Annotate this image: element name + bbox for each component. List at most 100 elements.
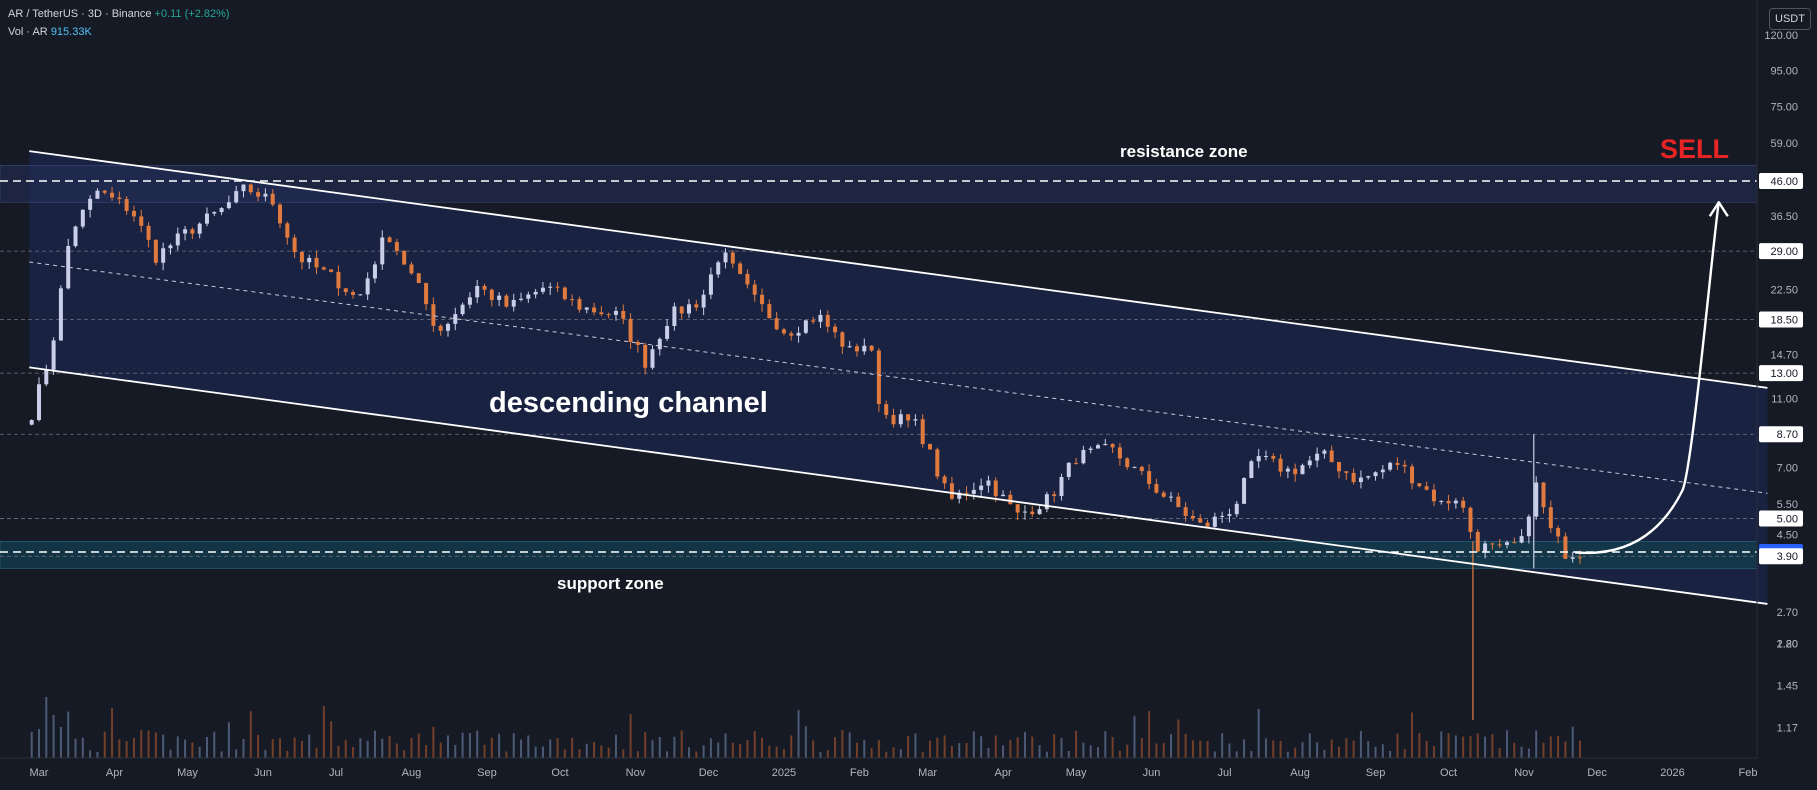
volume-bar xyxy=(162,734,165,758)
volume-bar xyxy=(782,748,785,758)
candle-body xyxy=(891,414,896,425)
volume-bar xyxy=(527,735,530,758)
time-tick-label: Sep xyxy=(1366,767,1386,779)
time-tick-label: Nov xyxy=(626,767,646,779)
volume-bar xyxy=(1235,751,1238,758)
candle-body xyxy=(1249,461,1254,479)
candle-body xyxy=(1475,531,1480,552)
volume-bar xyxy=(205,736,208,758)
price-tick-label: 2.20 xyxy=(1777,638,1798,650)
candle-body xyxy=(577,299,582,310)
candle-body xyxy=(760,294,765,305)
volume-bar xyxy=(1294,747,1297,758)
volume-bar xyxy=(1286,751,1289,758)
volume-bar xyxy=(1162,743,1165,758)
candle-body xyxy=(1001,494,1006,497)
price-tick-label: 11.00 xyxy=(1771,394,1798,406)
price-tick-label: 7.00 xyxy=(1777,462,1798,474)
volume-bar xyxy=(59,726,62,758)
candle-body xyxy=(248,184,253,193)
volume-bar xyxy=(1571,726,1574,758)
projection-arrowhead xyxy=(1708,201,1729,217)
volume-bar xyxy=(1367,740,1370,758)
candle-body xyxy=(993,480,998,497)
volume-bar xyxy=(52,714,55,758)
volume-bar xyxy=(1228,743,1231,758)
price-label-box xyxy=(1759,548,1803,565)
time-tick-label: Jun xyxy=(254,767,272,779)
candle-body xyxy=(1103,443,1108,446)
candle-body xyxy=(606,314,611,316)
candles-layer xyxy=(29,183,1583,720)
volume-bar xyxy=(607,747,610,758)
candle-body xyxy=(635,341,640,345)
volume-bar xyxy=(1323,749,1326,758)
volume-bar xyxy=(1549,736,1552,758)
volume-bar xyxy=(987,747,990,758)
volume-bar xyxy=(629,714,632,758)
volume-bar xyxy=(81,737,84,758)
resistance-zone-annotation: resistance zone xyxy=(1120,142,1248,161)
zones-layer xyxy=(0,151,1768,604)
volume-bar xyxy=(352,747,355,758)
candle-body xyxy=(1132,466,1137,468)
price-axis[interactable]: 120.00 95.00 75.00 59.00 46.00 36.50 29.00 22.5… xyxy=(1756,0,1803,758)
candle-body xyxy=(884,404,889,415)
volume-bar xyxy=(834,737,837,758)
time-tick-label: Dec xyxy=(1587,767,1607,779)
candle-body xyxy=(1190,515,1195,519)
candle-body xyxy=(1534,482,1539,517)
candle-body xyxy=(1074,462,1079,464)
candle-body xyxy=(314,257,319,268)
volume-bar xyxy=(841,730,844,758)
candle-body xyxy=(453,314,458,324)
channel-fill xyxy=(29,151,1768,604)
candle-body xyxy=(1402,464,1407,467)
channel-upper-line xyxy=(29,150,1768,389)
volume-bar xyxy=(103,731,106,758)
time-tick-label: Feb xyxy=(850,767,869,779)
candle-body xyxy=(847,346,852,348)
candle-body xyxy=(1541,482,1546,508)
candle-body xyxy=(979,485,984,490)
volume-bar xyxy=(1053,733,1056,758)
candle-body xyxy=(584,307,589,310)
volume-bar xyxy=(1213,751,1216,758)
price-tick-label: 1.17 xyxy=(1777,722,1798,734)
volume-bar xyxy=(1118,750,1121,758)
volume-bar xyxy=(1579,740,1582,758)
volume-bar xyxy=(812,740,815,758)
candle-body xyxy=(285,223,290,238)
volume-bar xyxy=(885,751,888,758)
volume-bar xyxy=(1316,742,1319,758)
volume-bar xyxy=(1352,740,1355,758)
candle-body xyxy=(1424,486,1429,490)
time-tick-label: 2026 xyxy=(1660,767,1684,779)
volume-bar xyxy=(1199,740,1202,758)
candle-body xyxy=(1358,477,1363,483)
volume-bar xyxy=(461,732,464,758)
volume-bar xyxy=(1104,731,1107,758)
candle-body xyxy=(29,420,34,425)
volume-bar xyxy=(1418,733,1421,758)
volume-bar xyxy=(914,733,917,758)
candle-body xyxy=(351,292,356,295)
volume-bar xyxy=(541,746,544,758)
volume-bar xyxy=(1060,738,1063,758)
price-tick-label: 3.90 xyxy=(1777,551,1798,563)
candle-body xyxy=(1307,460,1312,466)
candle-body xyxy=(701,294,706,308)
volume-bar xyxy=(717,742,720,758)
volume-bar xyxy=(739,743,742,758)
volume-bar xyxy=(1023,731,1026,758)
candle-body xyxy=(424,283,429,305)
currency-button[interactable]: USDT xyxy=(1769,8,1811,30)
candle-body xyxy=(971,489,976,494)
candle-body xyxy=(358,294,363,296)
candle-body xyxy=(1380,469,1385,473)
time-axis[interactable]: Mar Apr May Jun Jul Aug Sep Oct Nov Dec 2025 Feb Mar… xyxy=(0,757,1757,779)
volume-bar xyxy=(1264,738,1267,758)
volume-bar xyxy=(702,745,705,758)
volume-bar xyxy=(1447,733,1450,758)
